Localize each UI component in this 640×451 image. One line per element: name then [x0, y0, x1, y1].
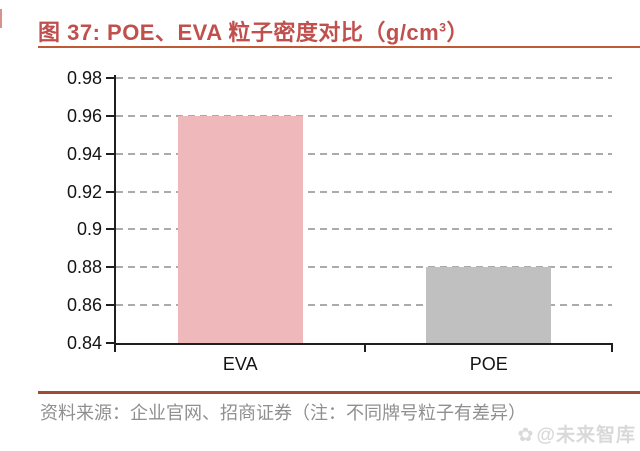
source-note: 资料来源：企业官网、招商证券（注：不同牌号粒子有差异）	[40, 403, 526, 423]
gridline	[116, 77, 612, 79]
watermark-text: @未来智库	[536, 425, 636, 446]
bar-poe	[426, 267, 552, 343]
y-tick	[106, 304, 114, 307]
x-axis-label-poe: POE	[469, 354, 508, 374]
y-tick-label: 0.94	[66, 143, 102, 164]
figure-title-superscript: 3	[439, 20, 447, 35]
y-tick-label: 0.98	[66, 68, 102, 88]
figure-title: 图 37: POE、EVA 粒子密度对比（g/cm3）	[38, 15, 469, 47]
y-tick	[106, 114, 114, 117]
left-edge-mark	[0, 9, 2, 28]
y-tick	[106, 152, 114, 155]
gridline	[116, 228, 612, 231]
y-tick-label: 0.9	[76, 219, 102, 240]
x-tick	[363, 345, 366, 352]
y-tick-label: 0.84	[66, 333, 102, 353]
y-tick-label: 0.88	[66, 257, 102, 278]
x-axis-line	[114, 343, 613, 345]
bar-eva	[177, 115, 303, 343]
gridline	[116, 152, 612, 155]
figure-title-text: 图 37: POE、EVA 粒子密度对比（g/cm	[38, 20, 440, 45]
y-tick-label: 0.86	[66, 295, 102, 316]
x-tick	[611, 345, 613, 352]
y-tick	[106, 228, 114, 231]
x-axis-label-eva: EVA	[222, 354, 258, 374]
gridline	[116, 190, 612, 193]
bar-chart-plot-area: 0.98 0.96 0.94 0.92 0.9 0.88 0.86 0.84 EVA POE	[67, 68, 613, 374]
gridline	[116, 114, 612, 117]
flower-icon: ✿	[517, 425, 535, 446]
y-tick	[106, 266, 114, 269]
watermark: ✿ @未来智库	[518, 420, 636, 447]
title-underline	[38, 46, 640, 48]
y-tick-label: 0.96	[66, 105, 102, 126]
x-tick	[114, 345, 116, 352]
gridline	[116, 304, 612, 307]
gridline	[116, 266, 612, 269]
y-tick	[106, 77, 114, 79]
y-axis-line	[114, 75, 116, 345]
y-tick	[106, 190, 114, 193]
y-tick-label: 0.92	[66, 181, 102, 202]
figure-title-close-paren: ）	[446, 20, 469, 45]
footer-divider	[38, 391, 640, 394]
y-tick	[106, 342, 114, 344]
